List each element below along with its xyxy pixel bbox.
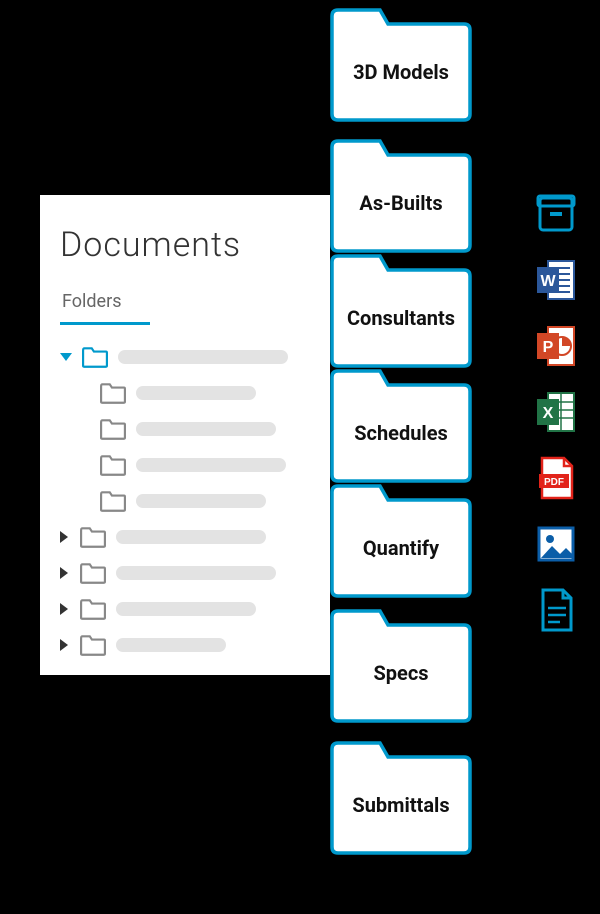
pdf-icon: PDF <box>536 456 576 500</box>
large-folder-card[interactable]: Submittals <box>326 733 476 857</box>
large-folder-card[interactable]: Schedules <box>326 361 476 485</box>
large-folder-card[interactable]: Specs <box>326 601 476 725</box>
tree-item-label-skeleton <box>118 350 288 364</box>
folder-icon <box>80 598 106 620</box>
tree-item-label-skeleton <box>136 458 286 472</box>
tree-item-label-skeleton <box>116 602 256 616</box>
folder-icon <box>80 526 106 548</box>
folder-icon <box>100 418 126 440</box>
tree-item-label-skeleton <box>116 566 276 580</box>
folder-tree <box>60 339 310 663</box>
tree-sibling-row[interactable] <box>60 591 310 627</box>
chevron-down-icon[interactable] <box>60 353 72 361</box>
tree-sibling-row[interactable] <box>60 555 310 591</box>
svg-text:W: W <box>540 273 556 290</box>
folder-icon <box>80 562 106 584</box>
excel-icon: X <box>536 390 576 434</box>
tab-folders[interactable]: Folders <box>60 285 150 325</box>
tree-item-label-skeleton <box>136 494 266 508</box>
page-title: Documents <box>60 225 310 265</box>
chevron-right-icon[interactable] <box>60 603 70 615</box>
svg-text:P: P <box>543 339 554 356</box>
folder-label: Submittals <box>326 793 476 817</box>
tree-child-row[interactable] <box>60 483 310 519</box>
chevron-right-icon[interactable] <box>60 639 70 651</box>
folder-icon <box>100 454 126 476</box>
folder-label: Consultants <box>326 306 476 330</box>
folder-icon <box>100 490 126 512</box>
folder-label: Schedules <box>326 421 476 445</box>
large-folder-card[interactable]: Consultants <box>326 246 476 370</box>
folder-icon <box>80 634 106 656</box>
folder-label: As-Builts <box>326 191 476 215</box>
large-folder-card[interactable]: 3D Models <box>326 0 476 124</box>
large-folder-card[interactable]: As-Builts <box>326 131 476 255</box>
tree-child-row[interactable] <box>60 411 310 447</box>
large-folder-card[interactable]: Quantify <box>326 476 476 600</box>
tree-item-label-skeleton <box>136 422 276 436</box>
powerpoint-icon: P <box>536 324 576 368</box>
folder-icon <box>100 382 126 404</box>
tree-sibling-row[interactable] <box>60 519 310 555</box>
svg-text:X: X <box>543 405 554 422</box>
tree-sibling-row[interactable] <box>60 627 310 663</box>
tree-item-label-skeleton <box>136 386 256 400</box>
tree-item-label-skeleton <box>116 530 266 544</box>
document-icon <box>536 588 576 632</box>
tree-root-row[interactable] <box>60 339 310 375</box>
folder-label: 3D Models <box>326 60 476 84</box>
documents-panel: Documents Folders <box>40 195 330 675</box>
word-icon: W <box>536 258 576 302</box>
svg-text:PDF: PDF <box>544 477 564 488</box>
tree-child-row[interactable] <box>60 375 310 411</box>
tree-child-row[interactable] <box>60 447 310 483</box>
file-type-icons: W P X PDF <box>536 192 576 632</box>
archive-icon <box>536 192 576 236</box>
chevron-right-icon[interactable] <box>60 531 70 543</box>
folder-label: Specs <box>326 661 476 685</box>
folder-icon <box>82 346 108 368</box>
tab-row: Folders <box>60 285 310 325</box>
image-icon <box>536 522 576 566</box>
folder-label: Quantify <box>326 536 476 560</box>
tree-item-label-skeleton <box>116 638 226 652</box>
chevron-right-icon[interactable] <box>60 567 70 579</box>
